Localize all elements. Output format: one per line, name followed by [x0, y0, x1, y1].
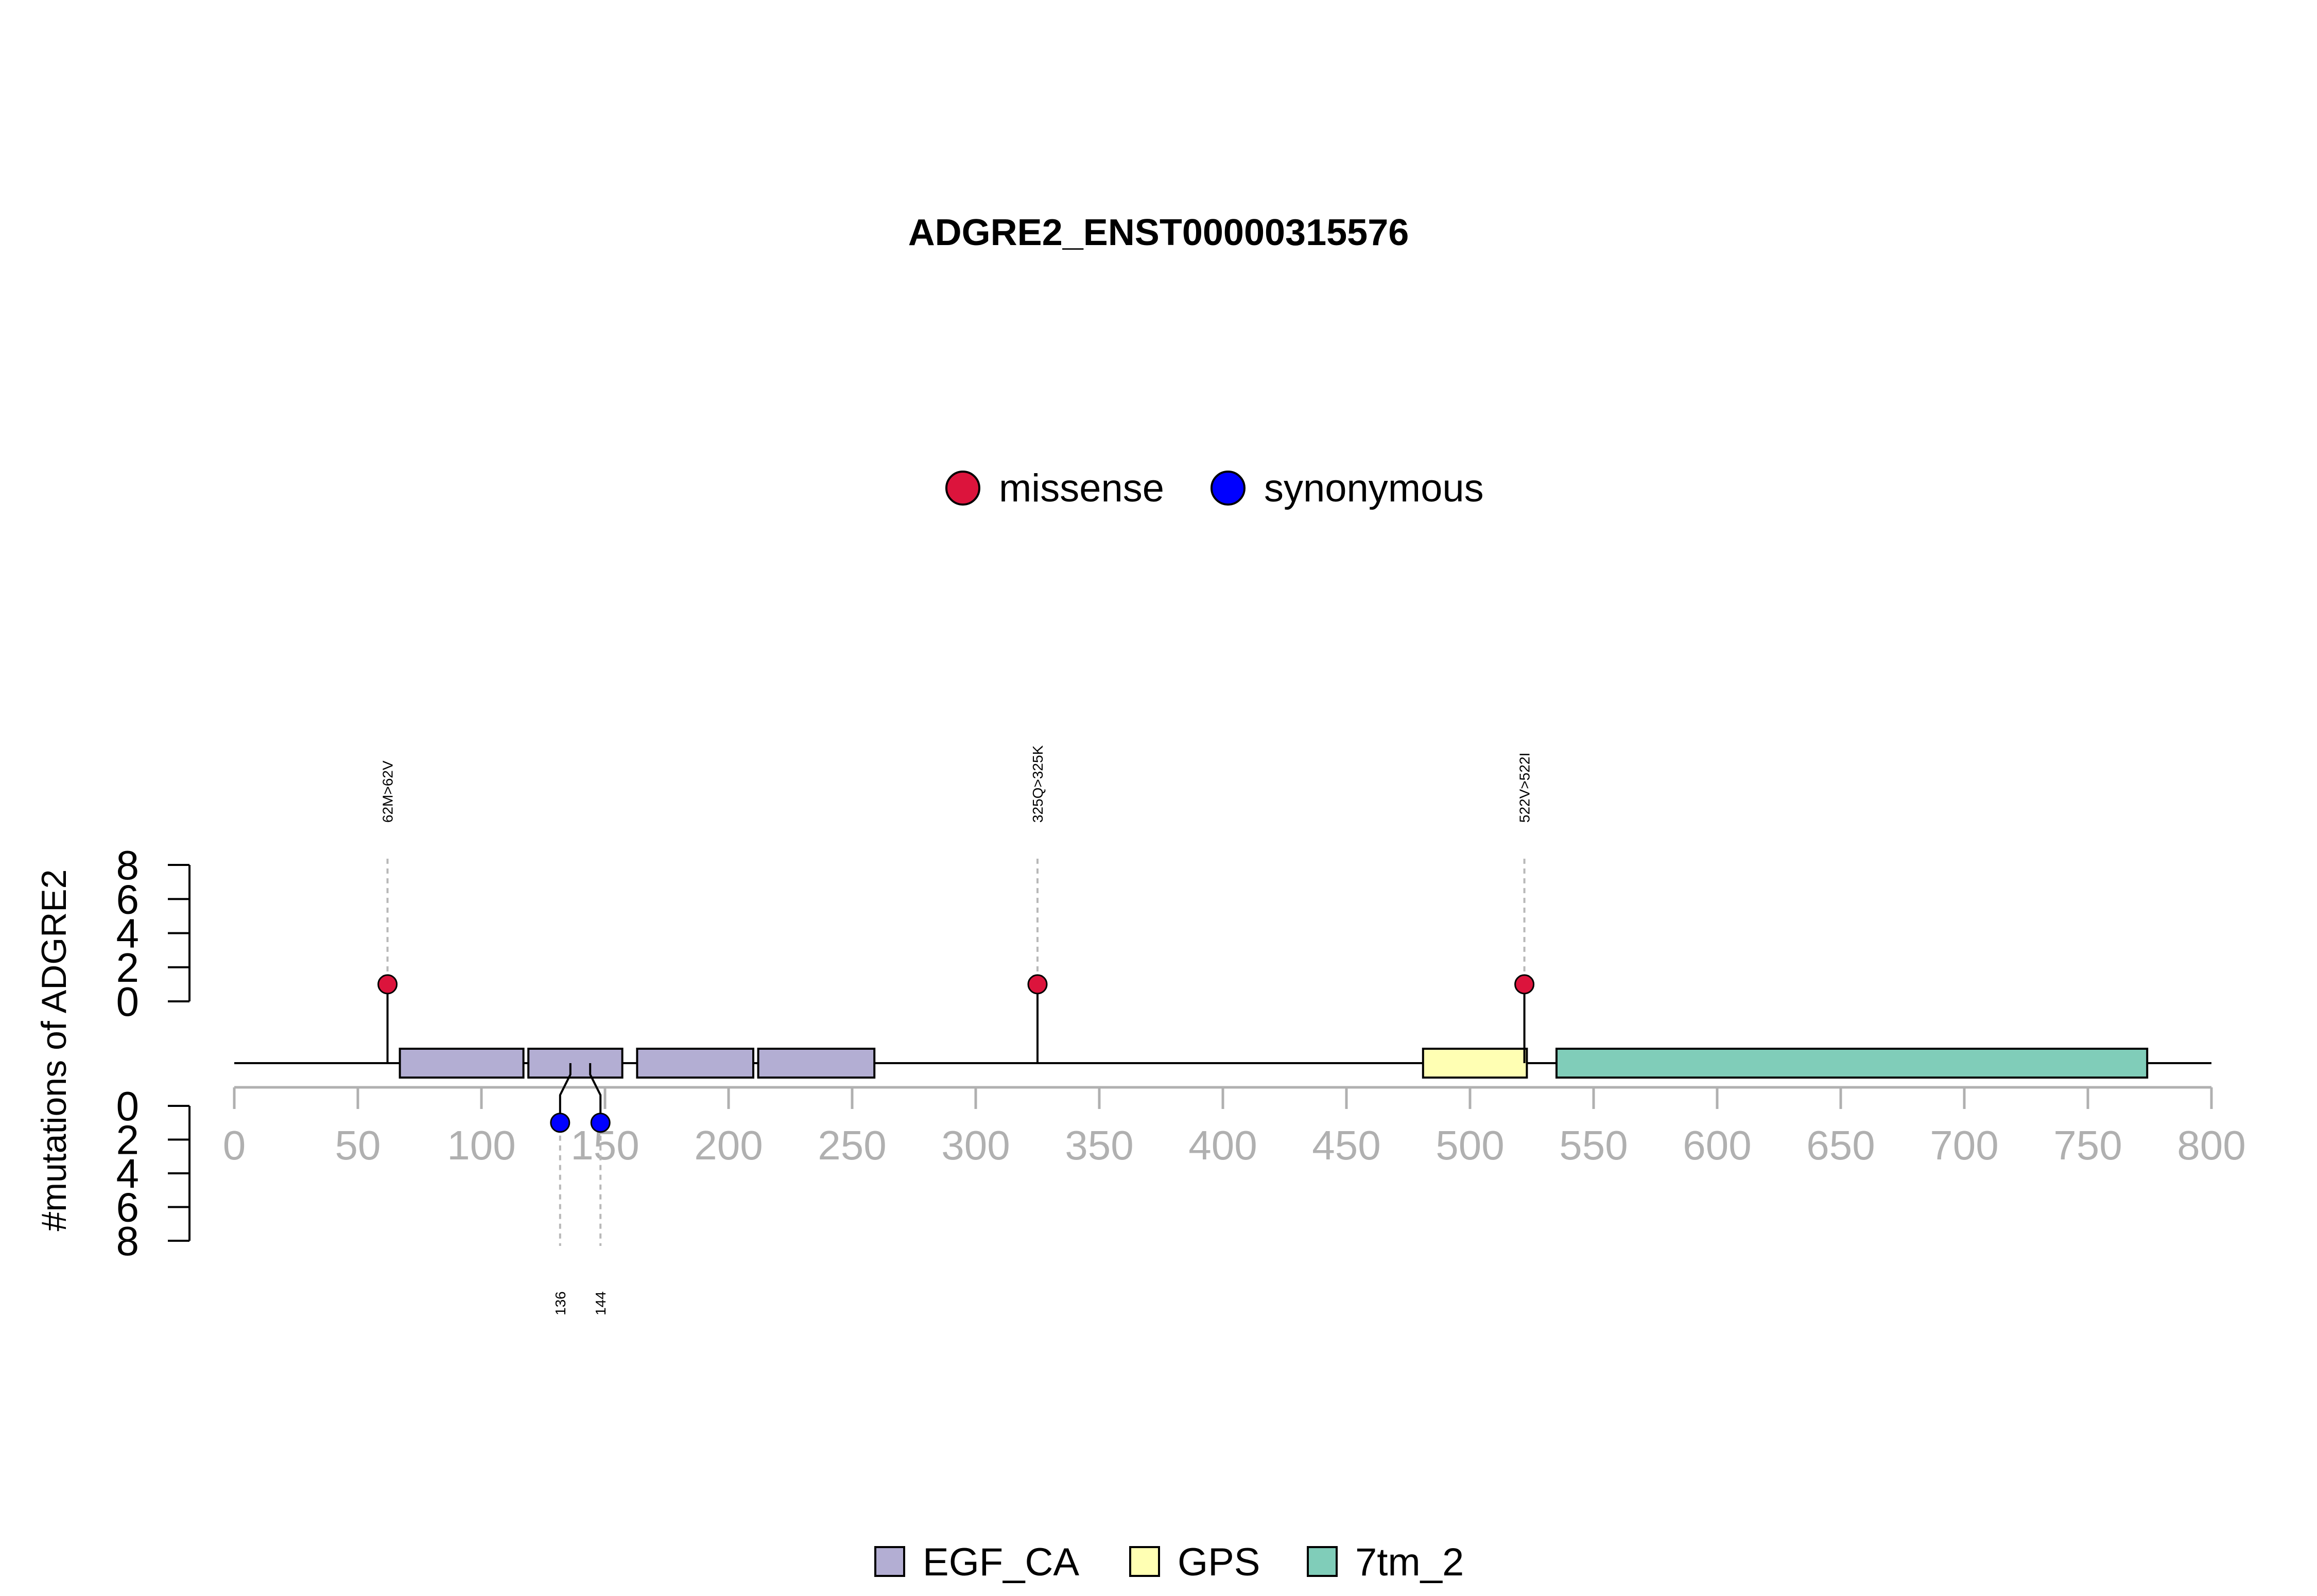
mutation-legend-label: missense: [999, 466, 1164, 510]
x-tick-label: 600: [1683, 1122, 1751, 1168]
lollipops: 62M>62V 325Q>325K 522V>522I 136 144: [377, 745, 1535, 1315]
missense-point: [377, 974, 398, 995]
y-tick-bottom-label: 4: [116, 1151, 140, 1196]
y-tick-top-label: 0: [116, 979, 140, 1025]
y-tick-bottom-label: 6: [116, 1185, 140, 1230]
y-axis-label: #mutations of ADGRE2: [34, 869, 74, 1231]
domain-legend-swatch: [1129, 1546, 1160, 1577]
y-tick-top-label: 8: [116, 842, 140, 888]
x-tick-label: 750: [2053, 1122, 2122, 1168]
mutation-legend-marker: [1211, 471, 1246, 506]
missense-point: [1027, 974, 1048, 995]
x-tick-label: 50: [335, 1122, 381, 1168]
top-mutation-label: 522V>522I: [1517, 753, 1533, 823]
domain-box-egf-ca: [527, 1048, 624, 1079]
top-mutation-label: 325Q>325K: [1030, 745, 1046, 823]
x-tick-label: 800: [2177, 1122, 2245, 1168]
x-tick-label: 450: [1312, 1122, 1380, 1168]
bottom-mutation-stem: [559, 1063, 572, 1123]
x-tick-label: 650: [1806, 1122, 1875, 1168]
synonymous-point: [590, 1113, 611, 1133]
missense-point: [1514, 974, 1535, 995]
domain-legend: EGF_CA GPS 7tm_2: [874, 1540, 1464, 1584]
domain-legend-swatch: [874, 1546, 905, 1577]
y-tick-top-label: 6: [116, 876, 140, 922]
domain-box-7tm-2: [1555, 1048, 2149, 1079]
x-tick-label: 0: [223, 1122, 246, 1168]
x-tick-label: 500: [1436, 1122, 1504, 1168]
domain-box-egf-ca: [757, 1048, 876, 1079]
top-mutation-label: 62M>62V: [380, 760, 396, 823]
bottom-mutation-stem: [589, 1063, 602, 1123]
mutation-legend: missense synonymous: [945, 466, 1484, 510]
x-tick-label: 550: [1559, 1122, 1628, 1168]
y-tick-bottom-label: 2: [116, 1117, 140, 1163]
x-tick-label: 200: [694, 1122, 763, 1168]
x-tick-label: 100: [447, 1122, 515, 1168]
y-tick-bottom-label: 0: [116, 1083, 140, 1129]
domain-box-gps: [1422, 1048, 1528, 1079]
domain-legend-label: 7tm_2: [1355, 1540, 1464, 1584]
mutation-legend-label: synonymous: [1264, 466, 1484, 510]
y-tick-bottom-label: 8: [116, 1218, 140, 1264]
bottom-mutation-label: 144: [593, 1291, 609, 1315]
x-tick-label: 250: [818, 1122, 886, 1168]
axes: 0 50 100 150 200 250 300 350 400 450 500 550 600 650 7…: [116, 842, 2246, 1264]
y-tick-top-label: 4: [116, 911, 140, 957]
y-tick-top-label: 2: [116, 945, 140, 991]
bottom-mutation-label: 136: [552, 1291, 568, 1315]
mutation-legend-marker: [945, 471, 980, 506]
domain-box-egf-ca: [399, 1048, 525, 1079]
chart-title: ADGRE2_ENST00000315576: [908, 212, 1409, 253]
x-tick-label: 400: [1188, 1122, 1257, 1168]
domains: [399, 1048, 2149, 1079]
x-tick-label: 350: [1065, 1122, 1133, 1168]
x-tick-label: 300: [941, 1122, 1010, 1168]
domain-legend-swatch: [1307, 1546, 1338, 1577]
synonymous-point: [550, 1113, 570, 1133]
x-tick-label: 700: [1930, 1122, 1998, 1168]
domain-legend-label: GPS: [1178, 1540, 1260, 1584]
domain-legend-label: EGF_CA: [923, 1540, 1079, 1584]
domain-box-egf-ca: [636, 1048, 755, 1079]
